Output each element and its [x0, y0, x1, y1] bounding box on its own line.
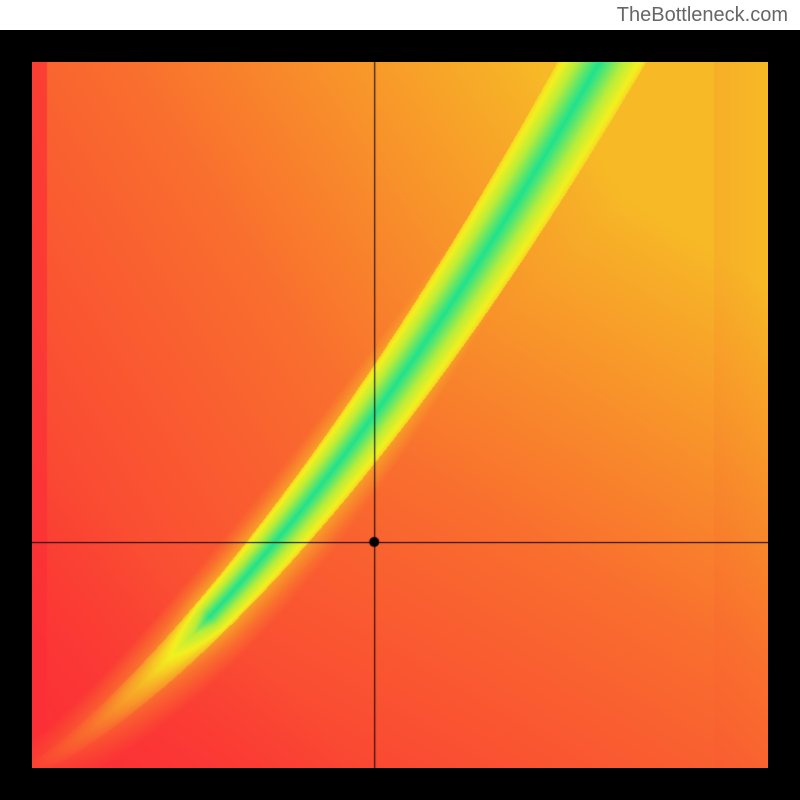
heatmap-canvas: [32, 62, 768, 768]
watermark-text: TheBottleneck.com: [617, 4, 788, 27]
